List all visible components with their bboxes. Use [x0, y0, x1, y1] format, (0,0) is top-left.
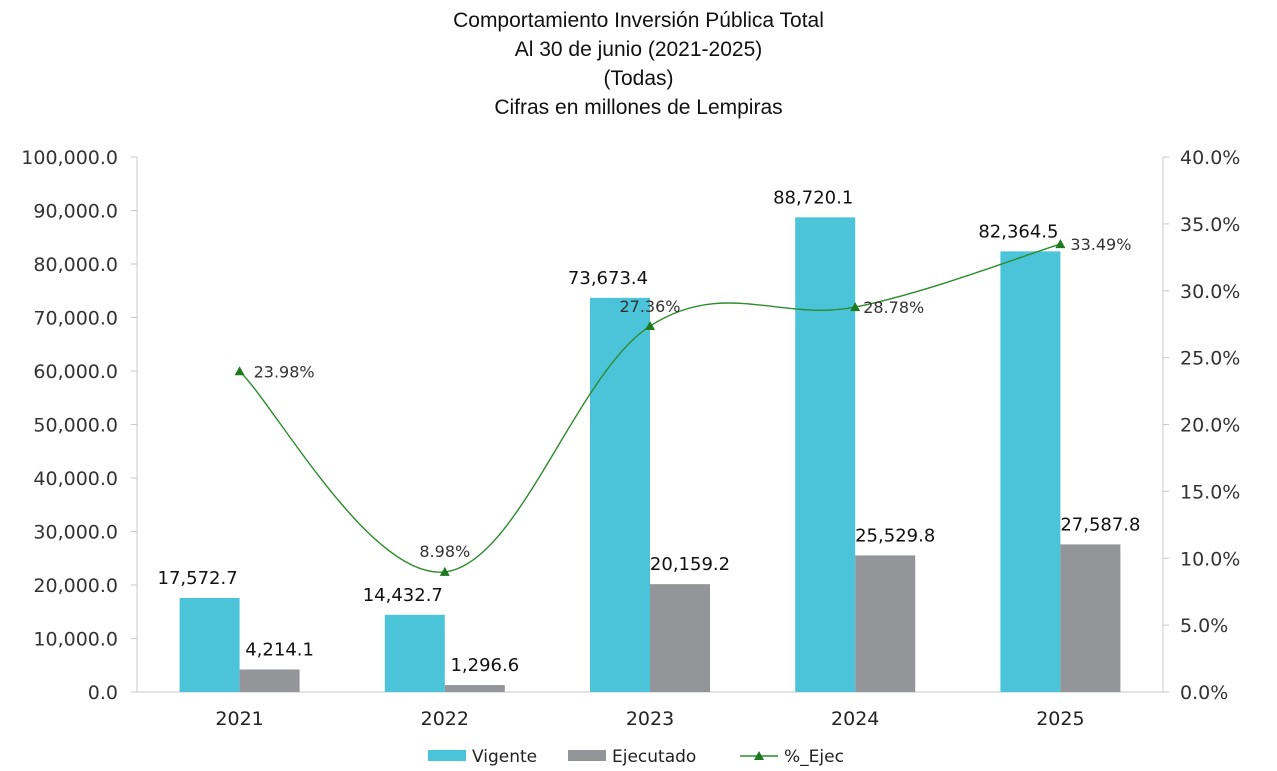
chart-axes: 0.0 10,000.0 20,000.0 30,000.0 40,000.0 50,00… — [21, 147, 1240, 730]
bar-label-ejecutado: 20,159.2 — [650, 554, 730, 575]
bar-vigente-2023 — [590, 297, 650, 692]
chart-title-line-2: Al 30 de junio (2021-2025) — [514, 38, 763, 61]
chart-title-line-3: (Todas) — [603, 67, 674, 90]
x-tick-label: 2023 — [626, 708, 674, 730]
y-right-tick-label: 40.0% — [1180, 147, 1240, 169]
y-right-tick-label: 15.0% — [1180, 481, 1240, 503]
y-left-tick-label: 90,000.0 — [33, 201, 118, 223]
line-ejec-marker-2021 — [234, 366, 245, 376]
bar-label-vigente: 14,432.7 — [363, 585, 443, 606]
y-right-tick-label: 25.0% — [1180, 348, 1240, 370]
y-right-tick-label: 20.0% — [1180, 415, 1240, 437]
x-tick-label: 2021 — [215, 708, 263, 730]
y-left-tick-label: 80,000.0 — [33, 254, 118, 276]
y-left-tick-label: 10,000.0 — [33, 629, 118, 651]
line-ejec-marker-2023 — [645, 321, 655, 331]
y-left-tick-label: 70,000.0 — [33, 308, 118, 330]
legend-swatch-ejecutado — [568, 750, 606, 761]
legend-label-ejec: %_Ejec — [784, 747, 844, 767]
line-series-group — [234, 239, 1066, 576]
bar-label-vigente: 17,572.7 — [158, 568, 238, 589]
chart-title: Comportamiento Inversión Pública Total A… — [0, 6, 1277, 122]
y-left-tick-label: 50,000.0 — [33, 415, 118, 437]
chart-title-line-4: Cifras en millones de Lempiras — [494, 96, 783, 119]
bar-ejecutado-2021 — [239, 669, 300, 692]
bar-label-vigente: 73,673.4 — [568, 268, 648, 289]
chart-legend: Vigente Ejecutado %_Ejec — [428, 747, 844, 767]
line-ejec-marker-2024 — [850, 302, 861, 312]
legend-label-vigente: Vigente — [472, 747, 537, 767]
bar-ejecutado-2024 — [855, 555, 916, 692]
y-left-tick-label: 20,000.0 — [33, 575, 118, 597]
legend-label-ejecutado: Ejecutado — [612, 747, 696, 767]
bar-vigente-2021 — [179, 597, 240, 692]
y-left-tick-label: 0.0 — [88, 682, 118, 704]
bar-label-ejecutado: 4,214.1 — [245, 639, 314, 660]
bar-label-ejecutado: 27,587.8 — [1060, 514, 1140, 535]
x-tick-label: 2022 — [421, 708, 469, 730]
line-label-ejec: 23.98% — [254, 362, 315, 381]
y-right-tick-label: 10.0% — [1180, 548, 1240, 570]
bar-series-group — [179, 217, 1121, 693]
y-left-tick-label: 30,000.0 — [33, 522, 118, 544]
bar-ejecutado-2025 — [1060, 544, 1121, 692]
line-ejec-path — [239, 243, 1061, 573]
line-label-ejec: 8.98% — [419, 542, 470, 561]
bar-vigente-2025 — [1000, 251, 1061, 693]
line-ejec-marker-2025 — [1055, 239, 1066, 249]
bar-label-vigente: 88,720.1 — [773, 187, 853, 208]
bar-vigente-2024 — [795, 217, 856, 692]
bar-vigente-2022 — [384, 614, 445, 692]
y-left-tick-label: 60,000.0 — [33, 361, 118, 383]
line-label-ejec: 27.36% — [619, 297, 680, 316]
y-left-tick-label: 40,000.0 — [33, 468, 118, 490]
x-tick-label: 2025 — [1036, 708, 1084, 730]
bar-label-ejecutado: 25,529.8 — [855, 525, 935, 546]
y-right-tick-label: 35.0% — [1180, 214, 1240, 236]
bar-label-vigente: 82,364.5 — [978, 221, 1058, 242]
y-right-tick-label: 0.0% — [1180, 682, 1228, 704]
bar-label-ejecutado: 1,296.6 — [450, 655, 519, 676]
y-left-tick-label: 100,000.0 — [21, 147, 118, 169]
legend-swatch-vigente — [428, 750, 466, 761]
y-right-tick-label: 5.0% — [1180, 615, 1228, 637]
legend-swatch-ejec-marker — [754, 751, 764, 760]
x-tick-label: 2024 — [831, 708, 879, 730]
line-label-ejec: 33.49% — [1070, 235, 1131, 254]
bar-ejecutado-2022 — [444, 685, 505, 692]
line-ejec-marker-2022 — [439, 566, 450, 576]
line-label-ejec: 28.78% — [863, 298, 924, 317]
data-labels-group: 17,572.7 14,432.7 73,673.4 88,720.1 82,364.5… — [158, 187, 1141, 676]
bar-ejecutado-2023 — [650, 584, 710, 692]
y-right-tick-label: 30.0% — [1180, 281, 1240, 303]
chart-title-line-1: Comportamiento Inversión Pública Total — [453, 9, 824, 32]
